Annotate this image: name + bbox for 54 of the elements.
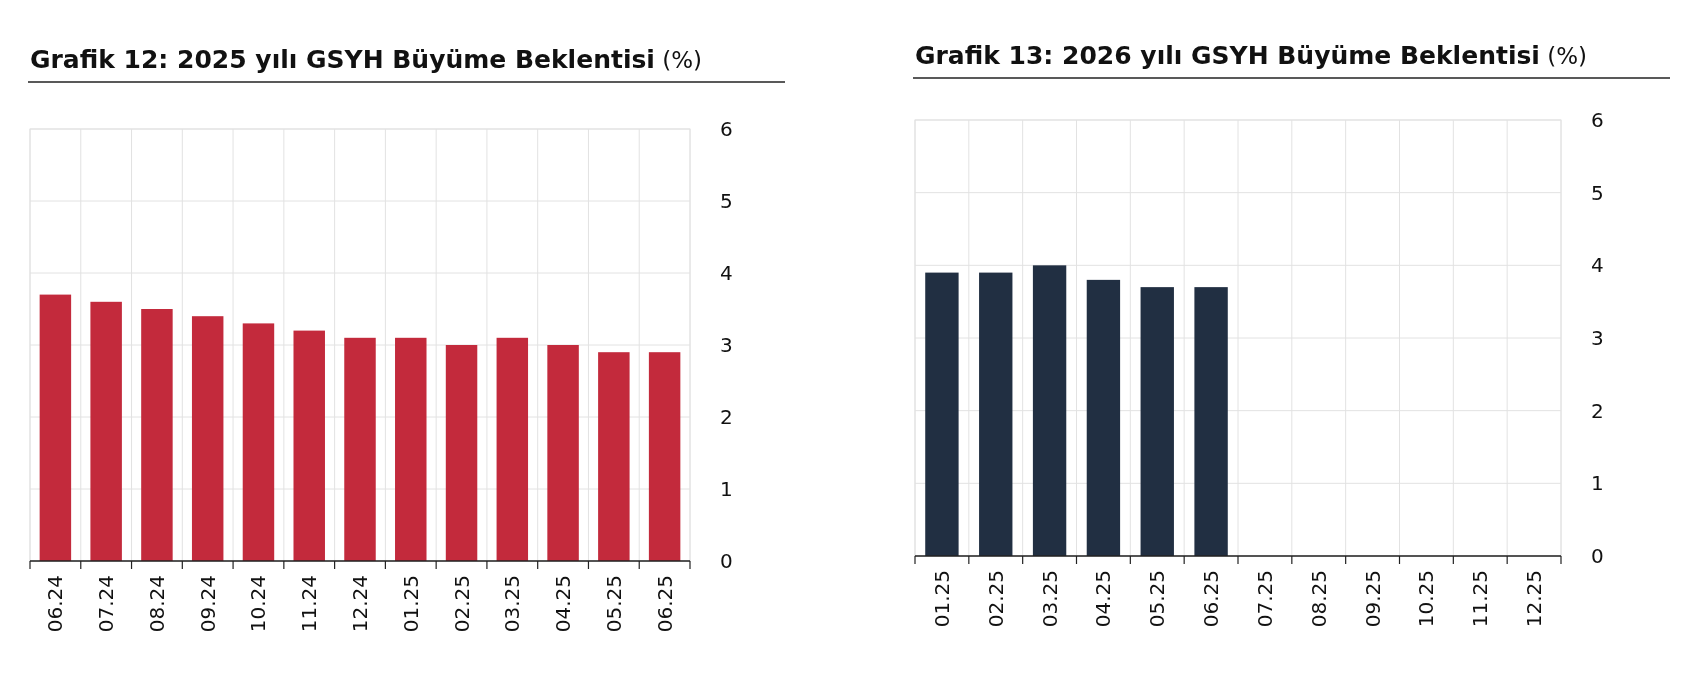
bar bbox=[395, 337, 427, 561]
x-tick-label: 03.25 bbox=[1037, 570, 1062, 628]
x-tick-label: 01.25 bbox=[929, 570, 954, 628]
x-tick-label: 06.25 bbox=[1199, 570, 1224, 628]
bar bbox=[293, 330, 325, 561]
y-tick-label: 2 bbox=[720, 405, 733, 429]
y-tick-label: 3 bbox=[1591, 326, 1604, 350]
y-tick-label: 6 bbox=[1591, 108, 1604, 132]
x-tick-label: 02.25 bbox=[449, 575, 474, 633]
bar bbox=[496, 337, 529, 561]
bar bbox=[191, 316, 224, 561]
x-tick-label: 11.24 bbox=[297, 575, 322, 633]
x-tick-label: 11.25 bbox=[1468, 570, 1493, 628]
x-tick-label: 02.25 bbox=[983, 570, 1008, 628]
bar bbox=[344, 337, 376, 561]
x-tick-label: 05.25 bbox=[1145, 570, 1170, 628]
x-tick-label: 03.25 bbox=[500, 575, 525, 633]
bar bbox=[648, 352, 681, 561]
bar bbox=[90, 301, 122, 561]
x-tick-label: 10.25 bbox=[1414, 570, 1439, 628]
x-tick-label: 12.25 bbox=[1522, 570, 1547, 628]
x-tick-label: 05.25 bbox=[601, 575, 626, 633]
bar bbox=[39, 294, 72, 561]
y-tick-label: 0 bbox=[720, 549, 733, 573]
x-tick-label: 04.25 bbox=[551, 575, 576, 633]
bar bbox=[598, 352, 630, 561]
x-tick-label: 08.24 bbox=[144, 575, 169, 633]
bar bbox=[141, 309, 173, 561]
x-tick-label: 10.24 bbox=[246, 575, 271, 633]
x-tick-label: 07.25 bbox=[1252, 570, 1277, 628]
chart-title: Grafik 13: 2026 yılı GSYH Büyüme Beklentisi (%) bbox=[915, 41, 1588, 70]
chart-title: Grafik 12: 2025 yılı GSYH Büyüme Beklentisi (%) bbox=[30, 45, 703, 74]
x-tick-label: 12.24 bbox=[348, 575, 372, 633]
y-tick-label: 1 bbox=[1591, 471, 1604, 496]
y-tick-label: 1 bbox=[720, 477, 733, 501]
y-tick-label: 3 bbox=[720, 333, 733, 357]
y-tick-label: 4 bbox=[720, 261, 733, 285]
x-tick-label: 09.24 bbox=[195, 575, 220, 633]
bar bbox=[445, 345, 478, 561]
x-tick-label: 09.25 bbox=[1360, 570, 1385, 628]
y-tick-label: 5 bbox=[1591, 180, 1604, 205]
y-tick-label: 4 bbox=[1591, 253, 1604, 278]
y-tick-label: 2 bbox=[1591, 398, 1604, 423]
bar bbox=[547, 345, 579, 561]
y-tick-label: 5 bbox=[720, 189, 733, 213]
bar bbox=[242, 323, 275, 561]
x-tick-label: 01.25 bbox=[398, 575, 423, 633]
x-tick-label: 06.25 bbox=[652, 575, 677, 633]
x-tick-label: 07.24 bbox=[94, 575, 119, 633]
y-tick-label: 6 bbox=[720, 117, 733, 141]
x-tick-label: 04.25 bbox=[1091, 570, 1116, 628]
y-tick-label: 0 bbox=[1591, 544, 1604, 568]
x-tick-label: 08.25 bbox=[1306, 570, 1331, 628]
x-tick-label: 06.24 bbox=[43, 575, 68, 633]
